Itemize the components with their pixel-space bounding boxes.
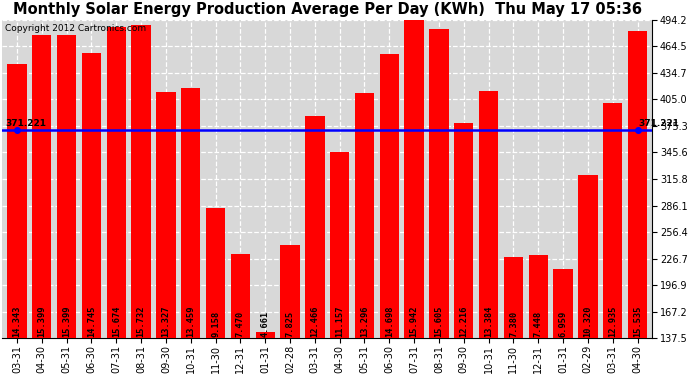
Text: 12.935: 12.935 [608,305,617,337]
Bar [8,64,27,338]
Bar [479,90,498,338]
Bar [81,53,101,338]
Bar [131,26,150,338]
Bar [429,29,448,338]
Bar [255,332,275,338]
Text: 371.221: 371.221 [639,119,680,128]
Bar [57,34,77,338]
Bar [578,176,598,338]
Text: 7.825: 7.825 [286,310,295,337]
Text: 15.674: 15.674 [112,305,121,337]
Bar [454,123,473,338]
Bar [8,64,27,338]
Text: 15.605: 15.605 [435,305,444,337]
Text: 7.380: 7.380 [509,310,518,337]
Text: 9.158: 9.158 [211,310,220,337]
Bar [280,244,299,338]
Bar [603,103,622,338]
Bar [32,34,52,338]
Bar [504,257,523,338]
Text: 15.732: 15.732 [137,305,146,337]
Text: 14.343: 14.343 [12,305,21,337]
Bar [106,27,126,338]
Text: 10.320: 10.320 [583,305,593,337]
Bar [181,88,200,338]
Text: 7.470: 7.470 [236,310,245,337]
Bar [230,254,250,338]
Text: 13.296: 13.296 [360,305,369,337]
Bar [578,176,598,338]
Text: 13.459: 13.459 [186,305,195,337]
Bar [81,53,101,338]
Bar [305,116,324,338]
Bar [454,123,473,338]
Text: 14.745: 14.745 [87,305,96,337]
Text: 15.399: 15.399 [37,305,46,337]
Bar [628,31,647,338]
Bar [131,26,150,338]
Bar [305,116,324,338]
Bar [106,27,126,338]
Text: 7.448: 7.448 [534,310,543,337]
Bar [330,152,349,338]
Text: 371.221: 371.221 [6,119,47,128]
Text: 15.535: 15.535 [633,305,642,337]
Text: 4.661: 4.661 [261,310,270,337]
Bar [529,255,548,338]
Bar [479,90,498,338]
Bar [404,20,424,338]
Bar [429,29,448,338]
Bar [181,88,200,338]
Bar [355,93,374,338]
Text: 11.157: 11.157 [335,305,344,337]
Bar [330,152,349,338]
Text: 15.399: 15.399 [62,305,71,337]
Bar [355,93,374,338]
Bar [230,254,250,338]
Bar [603,103,622,338]
Bar [504,257,523,338]
Text: 12.466: 12.466 [310,305,319,337]
Bar [255,332,275,338]
Text: Copyright 2012 Cartronics.com: Copyright 2012 Cartronics.com [6,24,146,33]
Bar [553,268,573,338]
Text: 13.327: 13.327 [161,305,170,337]
Bar [380,54,399,338]
Bar [32,34,52,338]
Bar [206,208,225,338]
Bar [156,92,175,338]
Bar [628,31,647,338]
Text: 15.942: 15.942 [410,305,419,337]
Bar [156,92,175,338]
Title: Monthly Solar Energy Production Average Per Day (KWh)  Thu May 17 05:36: Monthly Solar Energy Production Average … [12,2,642,17]
Bar [57,34,77,338]
Bar [280,244,299,338]
Bar [529,255,548,338]
Text: 13.384: 13.384 [484,305,493,337]
Bar [380,54,399,338]
Text: 14.698: 14.698 [385,305,394,337]
Text: 12.216: 12.216 [460,305,469,337]
Bar [553,268,573,338]
Text: 6.959: 6.959 [558,310,568,337]
Bar [206,208,225,338]
Bar [404,20,424,338]
